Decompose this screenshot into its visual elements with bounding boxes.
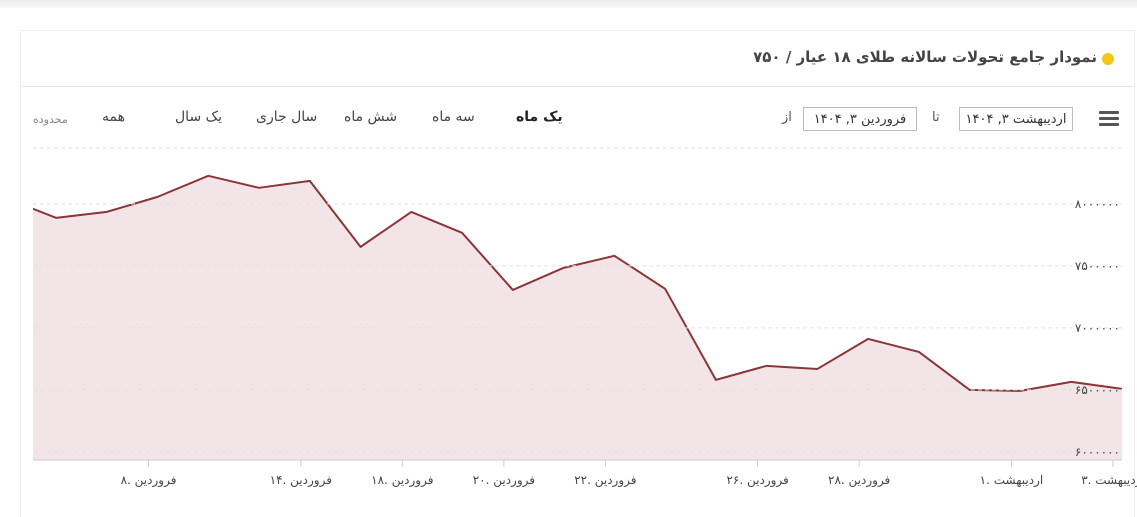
range-button[interactable]: همه [102,109,125,125]
x-tick-label: ۱۸. فروردین [371,473,433,488]
top-bar [0,0,1137,8]
menu-button[interactable] [1099,111,1119,129]
range-button[interactable]: سه ماه [432,109,475,125]
range-label: محدوده [33,113,68,126]
x-tick-label: ۳. اردیبهشت [1081,473,1137,488]
line [33,174,1123,392]
range-button[interactable]: یک سال [175,109,223,125]
y-tick-label: ۸۰۰۰۰۰۰ [1075,197,1120,211]
to-date-input[interactable]: اردیبهشت ۳, ۱۴۰۴ [959,107,1073,131]
range-button[interactable]: سال جاری [256,109,318,125]
plot-area [33,174,1123,460]
x-tick-label: ۱. اردیبهشت [980,473,1044,488]
range-button[interactable]: یک ماه [516,109,563,125]
to-label: تا [932,110,940,125]
title-dot [1102,53,1114,65]
from-label: از [782,110,792,125]
chart-title: نمودار جامع تحولات سالانه طلای ۱۸ عیار /… [753,48,1097,66]
y-tick-label: ۷۵۰۰۰۰۰ [1075,259,1120,273]
area-fill [33,175,1122,460]
x-tick-label: ۲۲. فروردین [574,473,636,488]
y-tick-label: ۷۰۰۰۰۰۰ [1075,321,1120,335]
range-button[interactable]: شش ماه [344,109,398,125]
x-tick-label: ۲۶. فروردین [726,473,788,488]
divider [20,86,1135,87]
y-tick-label: ۶۵۰۰۰۰۰ [1075,383,1120,397]
x-tick-label: ۲۰. فروردین [473,473,535,488]
from-date-input[interactable]: فروردین ۳, ۱۴۰۴ [803,107,917,131]
x-tick-label: ۸. فروردین [121,473,177,488]
y-tick-label: ۶۰۰۰۰۰۰ [1075,445,1120,459]
x-tick-label: ۱۴. فروردین [270,473,332,488]
x-tick-label: ۲۸. فروردین [828,473,890,488]
